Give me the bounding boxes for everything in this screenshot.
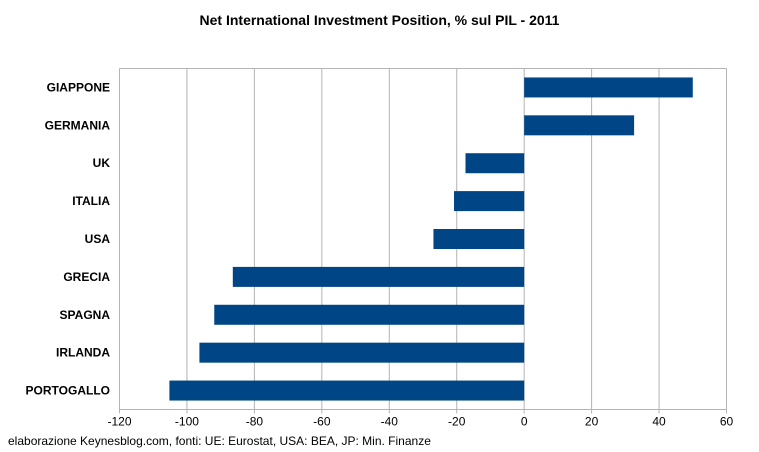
- category-label: UK: [93, 156, 111, 170]
- bar-germania: [524, 115, 635, 136]
- x-tick-label: -40: [381, 415, 399, 429]
- category-label: GIAPPONE: [47, 80, 110, 94]
- source-note: elaborazione Keynesblog.com, fonti: UE: …: [8, 434, 431, 448]
- bar-portogallo: [169, 380, 525, 401]
- category-label: PORTOGALLO: [26, 384, 110, 398]
- category-label: IRLANDA: [56, 346, 110, 360]
- bar-irlanda: [199, 342, 525, 363]
- x-tick-label: 60: [720, 415, 734, 429]
- category-label: ITALIA: [72, 194, 110, 208]
- x-tick-label: -20: [448, 415, 466, 429]
- x-tick-label: 20: [585, 415, 599, 429]
- category-label: SPAGNA: [60, 308, 111, 322]
- category-label: USA: [85, 232, 111, 246]
- bar-usa: [433, 229, 525, 249]
- bar-spagna: [214, 304, 525, 325]
- bar-uk: [465, 153, 525, 174]
- x-tick-label: -60: [313, 415, 331, 429]
- category-label: GRECIA: [63, 270, 110, 284]
- chart-title: Net International Investment Position, %…: [199, 12, 560, 28]
- x-tick-label: -80: [246, 415, 264, 429]
- x-tick-label: -100: [175, 415, 199, 429]
- bar-grecia: [232, 266, 525, 287]
- bar-giappone: [524, 77, 693, 98]
- bar-italia: [454, 191, 525, 212]
- x-tick-label: 0: [521, 415, 528, 429]
- category-label: GERMANIA: [45, 118, 111, 132]
- x-tick-label: -120: [107, 415, 131, 429]
- x-tick-label: 40: [652, 415, 666, 429]
